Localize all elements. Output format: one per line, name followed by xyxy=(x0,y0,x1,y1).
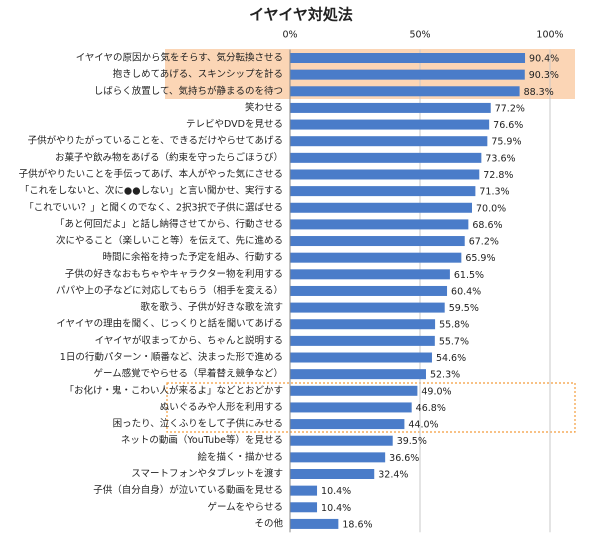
bar xyxy=(290,335,435,346)
value-label: 77.2% xyxy=(495,103,525,114)
y-tick-label: お菓子や飲み物をあげる（約束を守ったらごほうび） xyxy=(55,151,283,163)
value-label: 71.3% xyxy=(479,187,509,198)
value-label: 90.3% xyxy=(529,70,559,81)
bar xyxy=(290,86,520,97)
value-label: 44.0% xyxy=(408,420,438,431)
y-tick-label: テレビやDVDを見せる xyxy=(186,119,283,130)
bar xyxy=(290,136,488,147)
bar xyxy=(290,469,375,479)
bar xyxy=(290,452,386,463)
value-label: 61.5% xyxy=(454,270,484,281)
bar xyxy=(290,169,480,180)
value-label: 65.9% xyxy=(465,253,495,264)
bar xyxy=(290,186,476,197)
x-tick-label: 50% xyxy=(409,30,430,41)
y-tick-label: 1日の行動パターン・順番など、決まった形で進める xyxy=(60,351,283,363)
bar xyxy=(290,285,448,296)
value-label: 88.3% xyxy=(524,87,554,98)
y-tick-label: パパや上の子などに対応してもらう（相手を変える） xyxy=(56,284,283,296)
y-tick-label: 抱きしめてあげる、スキンシップを計る xyxy=(113,68,283,80)
y-tick-label: 笑わせる xyxy=(245,101,283,113)
y-tick-label: 「これでいい？」と聞くのでなく、2択3択で子供に選ばせる xyxy=(24,201,283,213)
highlight-box xyxy=(166,382,576,433)
bar xyxy=(290,119,490,130)
y-tick-label: ぬいぐるみや人形を利用する xyxy=(160,401,283,413)
value-label: 10.4% xyxy=(321,503,351,514)
bar xyxy=(290,385,418,396)
y-tick-label: ゲームをやらせる xyxy=(207,501,283,513)
bar xyxy=(290,502,318,513)
y-tick-label: イヤイヤが収まってから、ちゃんと説明する xyxy=(95,334,283,346)
y-tick-label: イヤイヤの原因から気をそらす、気分転換させる xyxy=(76,52,283,64)
y-tick-label: しばらく放置して、気持ちが静まるのを待つ xyxy=(94,85,283,97)
y-tick-label: 次にやること（楽しいこと等）を伝えて、先に進める xyxy=(56,235,283,247)
value-label: 68.6% xyxy=(472,220,502,231)
y-tick-label: 子供の好きなおもちゃやキャラクター物を利用する xyxy=(65,268,283,280)
value-label: 75.9% xyxy=(491,137,521,148)
bar xyxy=(290,102,491,113)
y-tick-label: 子供がやりたいことを手伝ってあげ、本人がやった気にさせる xyxy=(19,168,283,180)
y-tick-label: スマートフォンやタブレットを渡す xyxy=(131,468,283,480)
bar xyxy=(290,269,450,280)
bar xyxy=(290,485,318,496)
bar xyxy=(290,219,469,230)
value-label: 55.7% xyxy=(439,336,469,347)
value-label: 73.6% xyxy=(485,153,515,164)
bar xyxy=(290,69,525,80)
x-tick-label: 0% xyxy=(282,30,297,41)
value-label: 70.0% xyxy=(476,203,506,214)
bar xyxy=(290,518,339,529)
value-label: 46.8% xyxy=(416,403,446,414)
value-label: 10.4% xyxy=(321,486,351,497)
y-tick-label: ネットの動画（YouTube等）を見せる xyxy=(121,434,283,446)
bar xyxy=(290,369,426,380)
y-tick-label: その他 xyxy=(254,517,283,529)
chart-title: イヤイヤ対処法 xyxy=(249,6,353,24)
bar xyxy=(290,319,436,330)
bar xyxy=(290,236,465,247)
bar xyxy=(290,252,462,263)
y-tick-label: 絵を描く・描かせる xyxy=(197,451,283,463)
bar xyxy=(290,53,526,63)
value-label: 67.2% xyxy=(469,237,499,248)
bar xyxy=(290,352,432,363)
bar xyxy=(290,152,482,163)
value-label: 32.4% xyxy=(378,470,408,481)
bar xyxy=(290,202,472,213)
y-tick-label: 困ったり、泣くふりをして子供にみせる xyxy=(113,418,283,430)
bar xyxy=(290,419,405,430)
y-tick-label: 時間に余裕を持った予定を組み、行動する xyxy=(102,251,283,263)
y-tick-label: イヤイヤの理由を聞く、じっくりと話を聞いてあげる xyxy=(56,318,283,330)
value-label: 54.6% xyxy=(436,353,466,364)
y-tick-label: 「これをしないと、次に●●しない」と言い聞かせ、実行する xyxy=(20,185,283,197)
value-label: 72.8% xyxy=(483,170,513,181)
value-label: 52.3% xyxy=(430,370,460,381)
value-label: 55.8% xyxy=(439,320,469,331)
bar xyxy=(290,302,445,313)
value-label: 18.6% xyxy=(342,519,372,530)
value-label: 60.4% xyxy=(451,286,481,297)
value-label: 49.0% xyxy=(421,386,451,397)
value-label: 36.6% xyxy=(389,453,419,464)
x-tick-label: 100% xyxy=(536,30,563,41)
bar xyxy=(290,402,412,413)
value-label: 59.5% xyxy=(449,303,479,314)
value-label: 76.6% xyxy=(493,120,523,131)
y-tick-label: 子供がやりたがっていることを、できるだけやらせてあげる xyxy=(28,135,283,147)
y-tick-label: 歌を歌う、子供が好きな歌を流す xyxy=(140,301,283,313)
y-tick-label: 子供（自分自身）が泣いている動画を見せる xyxy=(93,484,283,496)
value-label: 90.4% xyxy=(529,54,559,65)
y-tick-label: 「あと何回だよ」と話し納得させてから、行動させる xyxy=(55,218,283,230)
y-tick-label: ゲーム感覚でやらせる（早着替え競争など） xyxy=(93,368,283,380)
value-label: 39.5% xyxy=(397,436,427,447)
bar xyxy=(290,435,393,446)
y-tick-label: 「お化け・鬼・こわい人が来るよ」などとおどかす xyxy=(64,384,283,396)
